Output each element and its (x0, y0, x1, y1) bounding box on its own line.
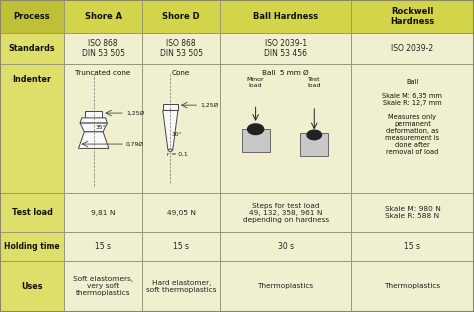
Bar (220, 64, 351, 193)
Text: Rockwell
Hardness: Rockwell Hardness (390, 7, 435, 26)
Bar (142, 261, 220, 312)
FancyBboxPatch shape (301, 133, 328, 156)
Text: 9,81 N: 9,81 N (91, 210, 115, 216)
Text: Truncated cone: Truncated cone (75, 70, 131, 76)
Text: 30 s: 30 s (277, 242, 294, 251)
Bar (142, 64, 220, 193)
Text: Holding time: Holding time (4, 242, 60, 251)
Polygon shape (79, 132, 109, 149)
Text: Standards: Standards (9, 44, 55, 53)
Bar (142, 232, 220, 261)
Bar (0, 33, 64, 64)
Text: Test load: Test load (11, 208, 53, 217)
Bar (64, 193, 142, 232)
Circle shape (168, 149, 172, 152)
Bar (220, 261, 351, 312)
Bar (64, 0, 142, 33)
Bar (0, 261, 64, 312)
Bar (163, 104, 178, 110)
Bar (220, 0, 351, 33)
Text: 1,25Ø: 1,25Ø (200, 103, 219, 108)
Bar (351, 64, 474, 193)
Text: 15 s: 15 s (95, 242, 111, 251)
Bar (220, 232, 351, 261)
Bar (351, 0, 474, 33)
Polygon shape (163, 110, 178, 150)
Bar (351, 193, 474, 232)
Bar (64, 232, 142, 261)
Text: 15 s: 15 s (404, 242, 420, 251)
Text: r = 0,1: r = 0,1 (166, 151, 187, 156)
Text: 1,25Ø: 1,25Ø (126, 110, 144, 115)
Bar (85, 111, 102, 118)
Text: Process: Process (14, 12, 50, 21)
Bar (0, 193, 64, 232)
Text: Hard elastomer,
soft thermoplastics: Hard elastomer, soft thermoplastics (146, 280, 217, 293)
Text: Cone: Cone (172, 70, 191, 76)
Bar (0, 0, 64, 33)
Bar (351, 261, 474, 312)
Bar (64, 33, 142, 64)
Bar (142, 193, 220, 232)
Bar (142, 0, 220, 33)
Text: Ball

Skale M: 6,35 mm
Skale R: 12,7 mm

Measures only
permanent
deformation, as: Ball Skale M: 6,35 mm Skale R: 12,7 mm M… (383, 80, 442, 155)
Circle shape (307, 130, 321, 140)
Bar (0, 64, 64, 193)
Text: 0,79Ø: 0,79Ø (126, 142, 144, 147)
FancyBboxPatch shape (242, 129, 270, 152)
Text: Ball Hardness: Ball Hardness (253, 12, 318, 21)
Text: Steps for test load
49, 132, 358, 961 N
depending on hardness: Steps for test load 49, 132, 358, 961 N … (243, 203, 328, 223)
Text: Indenter: Indenter (12, 75, 52, 84)
Bar (64, 64, 142, 193)
Text: ISO 2039-2: ISO 2039-2 (392, 44, 433, 53)
Text: 30°: 30° (172, 132, 182, 137)
Text: ISO 868
DIN 53 505: ISO 868 DIN 53 505 (160, 39, 203, 58)
Text: ISO 868
DIN 53 505: ISO 868 DIN 53 505 (82, 39, 125, 58)
Circle shape (247, 124, 264, 134)
Bar (220, 33, 351, 64)
Bar (220, 193, 351, 232)
Polygon shape (80, 123, 107, 132)
Text: Thermoplastics: Thermoplastics (384, 283, 440, 289)
Text: 35°: 35° (96, 125, 106, 130)
Text: Shore D: Shore D (163, 12, 200, 21)
Text: 49,05 N: 49,05 N (167, 210, 196, 216)
Text: Thermoplastics: Thermoplastics (257, 283, 314, 289)
Bar (0, 232, 64, 261)
Text: Soft elastomers,
very soft
thermoplastics: Soft elastomers, very soft thermoplastic… (73, 276, 133, 296)
Polygon shape (80, 118, 107, 123)
Text: Minor
load: Minor load (247, 77, 264, 88)
Bar (351, 232, 474, 261)
Text: 15 s: 15 s (173, 242, 189, 251)
Text: ISO 2039-1
DIN 53 456: ISO 2039-1 DIN 53 456 (264, 39, 307, 58)
Text: Test
load: Test load (308, 77, 321, 88)
Bar (351, 33, 474, 64)
Bar (142, 33, 220, 64)
Bar (64, 261, 142, 312)
Text: Shore A: Shore A (84, 12, 122, 21)
Text: Skale M: 980 N
Skale R: 588 N: Skale M: 980 N Skale R: 588 N (384, 207, 440, 219)
Text: Uses: Uses (21, 282, 43, 291)
Text: Ball  5 mm Ø: Ball 5 mm Ø (262, 70, 309, 76)
